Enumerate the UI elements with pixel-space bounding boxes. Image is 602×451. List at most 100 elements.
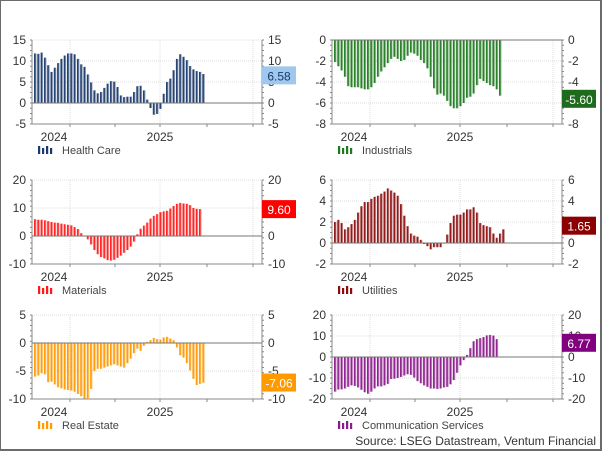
industrials-y-tick-label-left: 0	[319, 33, 326, 47]
industrials-bar-highlight	[381, 40, 383, 72]
utilities-bar	[439, 243, 442, 248]
materials-bar-highlight	[184, 203, 185, 236]
industrials-bar	[459, 40, 462, 107]
health-care-last-value-badge	[262, 66, 296, 85]
utilities-bar	[446, 234, 449, 243]
utilities-last-value-label: 1.65	[567, 220, 591, 234]
industrials-y-tick-label-right: -8	[568, 117, 579, 131]
communication-services-bar-highlight	[444, 357, 446, 388]
utilities-bar-highlight	[398, 195, 400, 243]
communication-services-bar-highlight	[338, 357, 340, 390]
communication-services-bar-highlight	[464, 357, 466, 361]
industrials-bar	[373, 40, 376, 84]
real-estate-chart: 5 5 0 0 -5 -5 -10 -10 2024 2025 -7.06 Real Estate	[9, 308, 296, 432]
communication-services-bar	[462, 357, 466, 361]
real-estate-bar	[57, 343, 60, 388]
materials-bar	[93, 236, 96, 250]
real-estate-bar-highlight	[85, 343, 86, 399]
materials-bar	[57, 222, 60, 236]
utilities-bar-highlight	[355, 219, 357, 243]
communication-services-bar-highlight	[480, 338, 482, 357]
health-care-bar	[179, 54, 182, 103]
utilities-bar	[350, 224, 353, 243]
materials-bar-highlight	[144, 225, 146, 236]
health-care-bar	[199, 71, 202, 103]
communication-services-bar	[449, 357, 452, 385]
communication-services-bar-highlight	[441, 357, 442, 389]
health-care-bar-highlight	[141, 85, 142, 103]
communication-services-bar-highlight	[371, 357, 373, 392]
materials-bar	[73, 227, 76, 236]
real-estate-bar-highlight	[108, 343, 109, 367]
health-care-y-tick-label-left: 0	[19, 96, 26, 110]
industrials-bar	[499, 40, 502, 96]
real-estate-bar-highlight	[91, 343, 93, 389]
real-estate-y-tick-label-left: 0	[19, 336, 26, 350]
materials-legend-swatch	[50, 288, 53, 294]
health-care-bar	[149, 103, 152, 109]
materials-bar-highlight	[194, 208, 195, 236]
materials-y-tick-label-right: -10	[268, 257, 286, 271]
materials-bar	[139, 228, 142, 236]
health-care-bar	[129, 96, 133, 103]
utilities-bar-highlight	[461, 214, 462, 243]
materials-bar	[47, 221, 50, 236]
industrials-bar-highlight	[395, 40, 396, 57]
health-care-bar-highlight	[71, 53, 73, 103]
communication-services-legend-swatch	[346, 421, 349, 429]
communication-services-bar-highlight	[454, 357, 456, 381]
communication-services-bar	[482, 337, 485, 357]
utilities-bar-highlight	[487, 226, 489, 243]
real-estate-legend-swatch	[42, 423, 45, 429]
industrials-bar	[413, 40, 416, 54]
chart-panel-real-estate: 5 5 0 0 -5 -5 -10 -10 2024 2025 -7.06 Real Estate	[0, 305, 300, 445]
real-estate-bar-highlight	[45, 343, 47, 375]
materials-bar-highlight	[147, 222, 149, 236]
utilities-bar-highlight	[454, 215, 456, 243]
industrials-legend-label: Industrials	[362, 145, 413, 157]
communication-services-bar	[360, 357, 363, 390]
materials-bar	[199, 209, 202, 236]
health-care-bar	[47, 65, 50, 103]
real-estate-bar	[172, 340, 175, 343]
real-estate-bar-highlight	[144, 343, 146, 346]
industrials-bar	[367, 40, 370, 90]
utilities-bar-highlight	[437, 243, 439, 248]
communication-services-bar	[469, 348, 472, 357]
industrials-bar-highlight	[428, 40, 429, 69]
utilities-bar-highlight	[503, 229, 505, 243]
health-care-y-tick-label-right: -5	[268, 117, 279, 131]
utilities-bar	[409, 233, 413, 243]
materials-bar-highlight	[137, 234, 139, 236]
materials-legend-swatch	[38, 286, 41, 294]
real-estate-bar-highlight	[124, 343, 126, 368]
chart-panel-industrials: 00-2-2-4-4-6-6-8-820242025-5.60Industria…	[300, 30, 600, 175]
health-care-bar-highlight	[114, 81, 116, 103]
health-care-bar	[169, 78, 172, 103]
health-care-bar	[80, 64, 83, 103]
industrials-bar-highlight	[404, 40, 406, 60]
utilities-bar-highlight	[421, 239, 423, 243]
real-estate-bar-highlight	[197, 343, 199, 385]
health-care-bar-highlight	[151, 103, 152, 109]
real-estate-bar	[123, 343, 126, 368]
utilities-bar	[383, 191, 386, 243]
real-estate-bar-highlight	[194, 343, 195, 379]
communication-services-bar-highlight	[348, 357, 350, 387]
materials-bar-highlight	[164, 211, 166, 236]
utilities-bar	[485, 226, 489, 243]
industrials-bar	[472, 40, 475, 94]
materials-bar	[43, 220, 47, 236]
utilities-bar	[466, 209, 469, 243]
communication-services-chart: 2020101000-10-10-20-20202420256.77Commun…	[309, 308, 596, 432]
industrials-bar-highlight	[358, 40, 360, 88]
materials-bar-highlight	[91, 236, 93, 245]
communication-services-bar	[343, 357, 347, 389]
materials-bar-highlight	[62, 223, 63, 236]
health-care-bar	[73, 54, 76, 103]
utilities-bar-highlight	[335, 222, 337, 243]
communication-services-bar-highlight	[428, 357, 429, 387]
communication-services-bar-highlight	[424, 357, 426, 386]
communication-services-bar-highlight	[497, 339, 499, 357]
